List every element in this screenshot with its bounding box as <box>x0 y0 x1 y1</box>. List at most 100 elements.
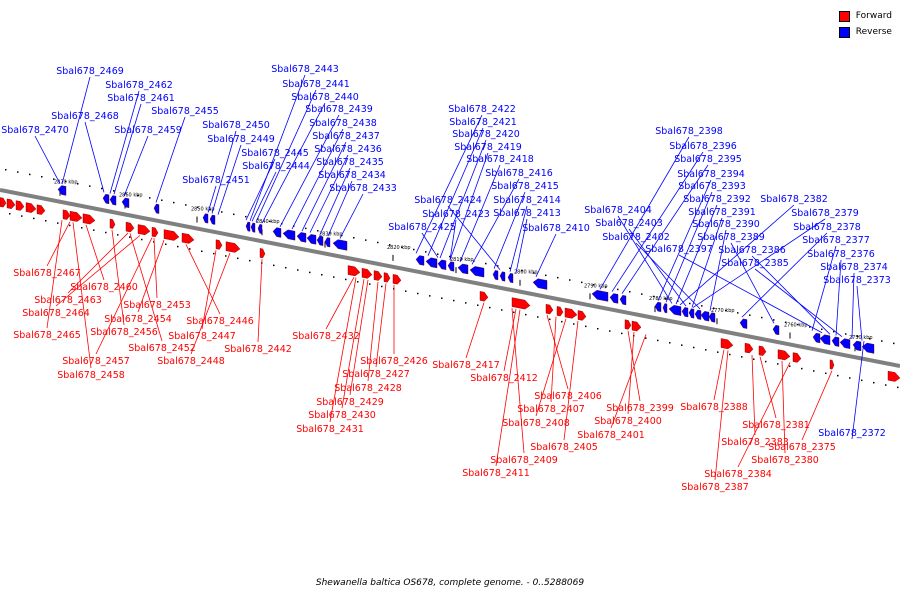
upper-rail-dot <box>521 269 523 272</box>
gene-leader-line <box>109 90 140 194</box>
reverse-gene-label: Sbal678_2451 <box>182 175 250 186</box>
lower-rail-dot <box>141 238 143 241</box>
gene-leader-line <box>201 250 217 330</box>
forward-gene-arrow <box>631 320 642 332</box>
gene-leader-line <box>84 121 105 193</box>
gene-leader-line <box>185 244 221 315</box>
gene-leader-line <box>415 114 483 254</box>
reverse-gene-arrow <box>772 324 780 336</box>
lower-rail-dot <box>297 269 299 271</box>
reverse-gene-arrow <box>316 235 324 246</box>
lower-rail-dot <box>621 332 623 335</box>
gene-leader-line <box>341 279 365 409</box>
upper-rail-dot <box>641 293 643 295</box>
gene-leader-line <box>111 229 125 326</box>
upper-rail-dot <box>545 274 547 277</box>
upper-rail-dot <box>365 239 367 241</box>
gene-leader-line <box>245 158 276 221</box>
forward-gene-label: Sbal678_2429 <box>316 397 384 408</box>
reverse-gene-arrow <box>457 263 469 275</box>
upper-rail-dot <box>221 211 223 213</box>
gene-leader-line <box>675 204 718 305</box>
gene-leader-line <box>709 229 727 311</box>
forward-gene-arrow <box>62 209 71 220</box>
upper-rail-dot <box>821 328 823 331</box>
reverse-gene-arrow <box>812 332 821 344</box>
forward-gene-label: Sbal678_2407 <box>517 404 585 415</box>
gene-leader-line <box>751 255 831 335</box>
reverse-gene-arrow <box>507 273 514 284</box>
forward-gene-label: Sbal678_2411 <box>462 468 530 479</box>
reverse-gene-label: Sbal678_2393 <box>678 181 746 192</box>
reverse-gene-label: Sbal678_2441 <box>282 79 350 90</box>
reverse-gene-arrow <box>819 334 831 346</box>
reverse-gene-arrow <box>861 342 875 354</box>
lower-rail-dot <box>465 302 467 304</box>
upper-rail-dot <box>461 258 463 260</box>
forward-gene-label: Sbal678_2384 <box>704 469 772 480</box>
reverse-gene-label: Sbal678_2402 <box>602 232 670 243</box>
gene-leader-line <box>730 242 775 324</box>
reverse-gene-arrow <box>57 185 67 196</box>
lower-rail-dot <box>837 374 839 377</box>
gene-leader-line <box>503 308 517 372</box>
upper-rail-dot <box>77 183 79 185</box>
upper-rail-dot <box>833 330 835 333</box>
forward-gene-arrow <box>109 218 116 229</box>
reverse-gene-label: Sbal678_2449 <box>207 134 275 145</box>
forward-gene-arrow <box>564 307 578 319</box>
gene-leader-line <box>439 139 487 259</box>
gene-leader-line <box>628 228 687 307</box>
upper-rail-dot <box>161 199 163 201</box>
lower-rail-dot <box>285 266 287 269</box>
forward-gene-arrow <box>225 241 241 253</box>
lower-rail-dot <box>237 257 239 260</box>
lower-rail-dot <box>165 243 167 245</box>
forward-gene-arrow <box>361 268 373 279</box>
forward-gene-arrow <box>556 306 564 317</box>
forward-gene-label: Sbal678_2432 <box>292 331 360 342</box>
forward-gene-label: Sbal678_2454 <box>104 314 172 325</box>
lower-rail-dot <box>513 311 515 314</box>
reverse-gene-label: Sbal678_2422 <box>448 104 516 115</box>
upper-rail-dot <box>557 276 559 279</box>
gene-leader-line <box>737 362 791 468</box>
reverse-gene-label: Sbal678_2374 <box>820 262 888 273</box>
lower-rail-dot <box>357 281 359 283</box>
forward-gene-label: Sbal678_2399 <box>606 403 674 414</box>
tick-label: 2870 kbp <box>54 180 78 186</box>
reverse-gene-arrow <box>102 193 110 205</box>
forward-gene-arrow <box>511 297 531 310</box>
gene-leader-line <box>211 130 237 214</box>
reverse-gene-label: Sbal678_2416 <box>485 168 553 179</box>
reverse-gene-label: Sbal678_2433 <box>329 183 397 194</box>
forward-gene-arrow <box>137 224 151 236</box>
forward-gene-label: Sbal678_2447 <box>168 331 236 342</box>
forward-gene-label: Sbal678_2460 <box>70 282 138 293</box>
reverse-gene-label: Sbal678_2415 <box>491 181 559 192</box>
upper-rail-dot <box>17 171 19 173</box>
gene-leader-line <box>449 219 457 261</box>
gene-leader-line <box>611 151 704 292</box>
reverse-gene-label: Sbal678_2397 <box>645 244 713 255</box>
upper-rail-dot <box>353 237 355 239</box>
reverse-gene-label: Sbal678_2438 <box>309 118 377 129</box>
reverse-gene-arrow <box>209 214 216 225</box>
reverse-swatch <box>838 26 850 38</box>
upper-rail-dot <box>113 190 115 192</box>
forward-gene-arrow <box>82 213 96 225</box>
upper-rail-dot <box>845 333 847 335</box>
gene-leader-line <box>754 268 843 337</box>
forward-gene-label: Sbal678_2464 <box>22 308 90 319</box>
forward-gene-arrow <box>15 200 25 211</box>
lower-rail-dot <box>753 358 755 360</box>
lower-rail-dot <box>705 349 707 351</box>
legend-label-forward: Forward <box>855 11 892 21</box>
lower-rail-dot <box>33 217 35 220</box>
lower-rail-dot <box>129 236 131 238</box>
forward-gene-arrow <box>151 226 159 238</box>
reverse-gene-label: Sbal678_2425 <box>388 222 456 233</box>
figure-caption: Shewanella baltica OS678, complete genom… <box>315 578 585 588</box>
gene-leader-line <box>34 135 61 184</box>
forward-gene-label: Sbal678_2428 <box>334 383 402 394</box>
